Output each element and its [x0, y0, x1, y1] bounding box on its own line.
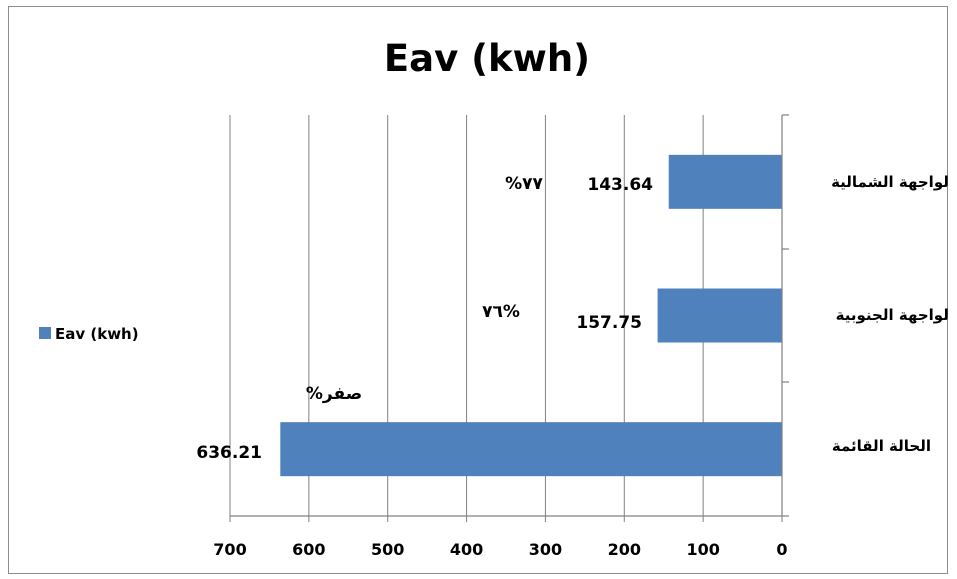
data-label-0: 143.64: [587, 175, 653, 195]
category-label-0: الواجهة الشمالية: [831, 173, 949, 191]
data-label-1: 157.75: [576, 313, 642, 333]
chart-frame: Eav (kwh) 0 100 200 300 400 500 600 700 …: [8, 6, 949, 574]
bar-2: [280, 422, 782, 477]
bar-1: [657, 288, 782, 343]
bars: [280, 154, 782, 477]
data-label-2: 636.21: [196, 443, 262, 463]
tick-label-4: 400: [450, 540, 483, 559]
tick-labels: 0 100 200 300 400 500 600 700: [213, 540, 787, 559]
chart-svg: Eav (kwh) 0 100 200 300 400 500 600 700 …: [39, 37, 949, 559]
category-label-1: الواجهة الجنوبية: [836, 306, 949, 324]
annotation-1: ٧٦%: [482, 302, 520, 322]
tick-label-1: 100: [686, 540, 719, 559]
tick-label-6: 600: [292, 540, 325, 559]
bar-0: [668, 154, 782, 209]
annotation-0: %٧٧: [505, 174, 543, 194]
chart-title: Eav (kwh): [384, 37, 590, 80]
tick-label-7: 700: [213, 540, 246, 559]
tick-label-5: 500: [371, 540, 404, 559]
legend-swatch: [39, 327, 51, 339]
legend-label: Eav (kwh): [55, 325, 139, 343]
tick-label-0: 0: [776, 540, 787, 559]
category-label-2: الحالة القائمة: [832, 437, 931, 455]
tick-label-2: 200: [608, 540, 641, 559]
tick-label-3: 300: [529, 540, 562, 559]
annotation-2: %صفر: [306, 384, 362, 404]
